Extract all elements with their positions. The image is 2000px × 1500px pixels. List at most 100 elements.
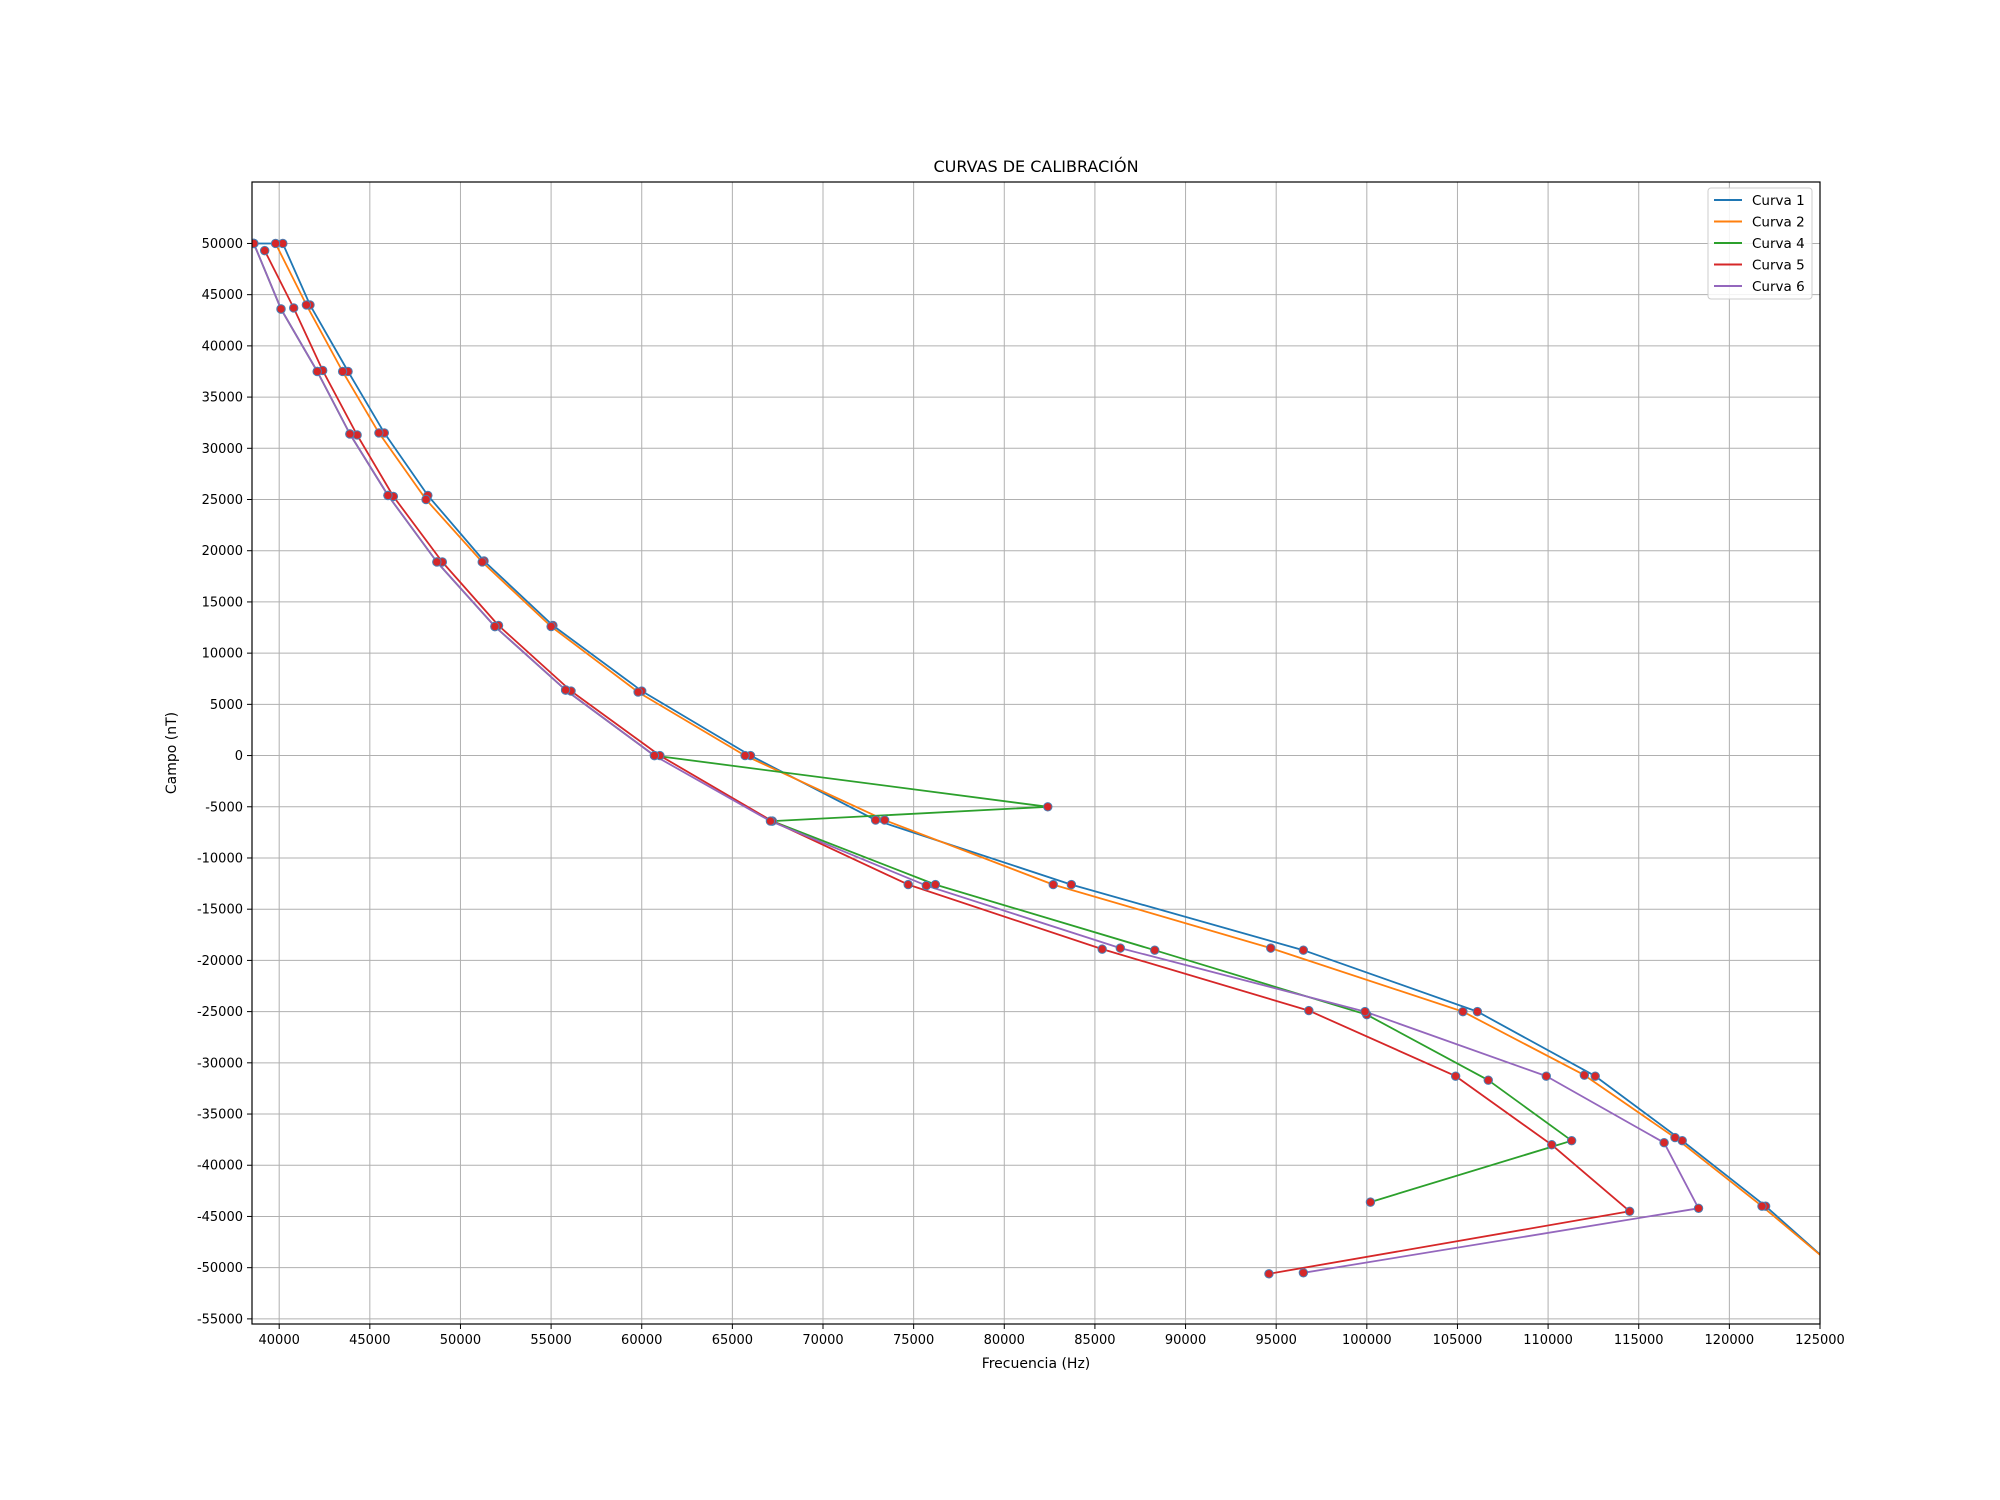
data-point bbox=[560, 685, 571, 695]
y-axis-label: Campo (nT) bbox=[164, 712, 180, 794]
x-tick-label: 55000 bbox=[530, 1333, 571, 1348]
y-tick-label: -25000 bbox=[197, 1005, 243, 1020]
data-point bbox=[432, 557, 442, 567]
x-tick-label: 90000 bbox=[1165, 1333, 1206, 1348]
data-point bbox=[276, 304, 286, 314]
chart-title: CURVAS DE CALIBRACIÓN bbox=[933, 157, 1138, 176]
data-point bbox=[1659, 1138, 1669, 1148]
y-tick-label: 40000 bbox=[202, 339, 243, 354]
data-point bbox=[1566, 1135, 1577, 1146]
data-point bbox=[903, 879, 913, 890]
y-tick-label: -35000 bbox=[197, 1108, 243, 1123]
y-tick-label: 25000 bbox=[202, 493, 243, 508]
data-point bbox=[1304, 1005, 1314, 1016]
data-point bbox=[1541, 1071, 1551, 1081]
x-tick-label: 100000 bbox=[1342, 1333, 1392, 1348]
data-point bbox=[649, 750, 660, 761]
y-tick-label: 15000 bbox=[202, 595, 243, 610]
data-point bbox=[1365, 1197, 1376, 1207]
data-markers bbox=[252, 238, 1771, 1279]
data-point bbox=[1757, 1201, 1767, 1211]
x-tick-label: 75000 bbox=[893, 1333, 934, 1348]
y-tick-label: -5000 bbox=[205, 800, 243, 815]
y-tick-label: -15000 bbox=[197, 903, 243, 918]
data-point bbox=[930, 879, 941, 890]
data-point bbox=[633, 687, 643, 697]
x-tick-label: 70000 bbox=[802, 1333, 843, 1348]
data-point bbox=[270, 238, 281, 249]
y-axis-ticks: 5000045000400003500030000250002000015000… bbox=[197, 237, 252, 1327]
grid bbox=[252, 182, 1821, 1324]
data-point bbox=[477, 557, 487, 567]
data-point bbox=[1264, 1269, 1274, 1279]
legend-label: Curva 4 bbox=[1752, 236, 1805, 252]
x-axis-ticks: 40000 45000 50000 55000 60000 65000 70000 75000… bbox=[259, 1324, 1845, 1348]
data-point bbox=[1115, 943, 1125, 953]
data-point bbox=[1483, 1075, 1493, 1085]
data-point bbox=[259, 245, 270, 256]
data-point bbox=[288, 303, 299, 313]
data-point bbox=[879, 815, 890, 825]
x-tick-label: 60000 bbox=[621, 1333, 662, 1348]
y-tick-label: 35000 bbox=[202, 391, 243, 406]
y-tick-label: 30000 bbox=[202, 442, 243, 457]
y-tick-label: -55000 bbox=[197, 1312, 243, 1327]
legend-label: Curva 1 bbox=[1752, 193, 1805, 209]
y-tick-label: 10000 bbox=[202, 647, 243, 662]
data-point bbox=[1097, 944, 1107, 954]
x-tick-label: 85000 bbox=[1074, 1333, 1115, 1348]
legend-box bbox=[1707, 187, 1813, 300]
data-point bbox=[1066, 879, 1077, 890]
data-point bbox=[546, 621, 556, 632]
data-point bbox=[490, 621, 500, 632]
data-point bbox=[1624, 1206, 1635, 1217]
series-line-4 bbox=[263, 250, 1631, 1275]
plot-area-frame bbox=[251, 181, 1821, 1325]
x-tick-label: 80000 bbox=[984, 1333, 1025, 1348]
x-tick-label: 45000 bbox=[349, 1333, 390, 1348]
y-tick-label: 45000 bbox=[202, 288, 243, 303]
series-line-3 bbox=[252, 243, 1573, 1203]
data-point bbox=[1266, 943, 1276, 953]
data-point bbox=[1670, 1132, 1680, 1143]
data-point bbox=[1590, 1071, 1600, 1081]
data-point bbox=[312, 366, 322, 377]
x-tick-label: 95000 bbox=[1256, 1333, 1297, 1348]
y-tick-label: 0 bbox=[235, 749, 243, 764]
data-point bbox=[421, 494, 431, 505]
y-tick-label: 50000 bbox=[202, 237, 243, 252]
data-point bbox=[252, 238, 259, 249]
data-point bbox=[1048, 879, 1058, 890]
data-point bbox=[301, 300, 312, 310]
x-tick-label: 110000 bbox=[1523, 1333, 1573, 1348]
x-tick-label: 120000 bbox=[1705, 1333, 1755, 1348]
legend-label: Curva 5 bbox=[1752, 258, 1805, 274]
series-lines bbox=[252, 242, 1820, 1275]
data-point bbox=[1693, 1203, 1704, 1213]
data-point bbox=[374, 428, 384, 438]
y-tick-label: -40000 bbox=[197, 1159, 243, 1174]
y-tick-label: 20000 bbox=[202, 544, 243, 559]
legend-label: Curva 6 bbox=[1752, 279, 1805, 295]
data-point bbox=[1150, 945, 1160, 955]
x-tick-label: 65000 bbox=[712, 1333, 753, 1348]
legend: Curva 1 Curva 2 Curva 4 Curva 5 Curva 6 bbox=[1707, 187, 1813, 300]
y-tick-label: -50000 bbox=[197, 1261, 243, 1276]
data-point bbox=[1458, 1006, 1468, 1017]
x-axis-label: Frecuencia (Hz) bbox=[982, 1356, 1091, 1372]
y-tick-label: -45000 bbox=[197, 1210, 243, 1225]
data-point bbox=[1472, 1006, 1483, 1017]
data-point bbox=[921, 880, 932, 891]
data-point bbox=[1043, 802, 1053, 812]
data-point bbox=[1298, 945, 1309, 955]
legend-label: Curva 2 bbox=[1752, 215, 1805, 231]
y-tick-label: 5000 bbox=[210, 698, 243, 713]
data-point bbox=[740, 750, 750, 761]
data-point bbox=[383, 490, 393, 501]
y-tick-label: -20000 bbox=[197, 954, 243, 969]
data-point bbox=[870, 815, 881, 825]
x-tick-label: 105000 bbox=[1433, 1333, 1483, 1348]
data-point bbox=[337, 366, 348, 377]
data-point bbox=[1547, 1140, 1557, 1150]
